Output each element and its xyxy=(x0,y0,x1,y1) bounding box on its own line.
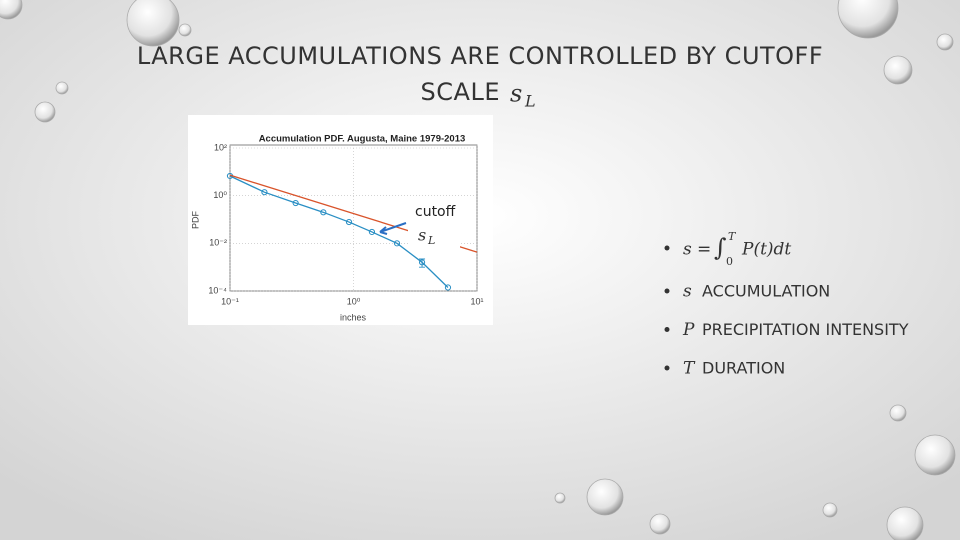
bullet-symbol: s xyxy=(683,282,692,302)
bullet-text: ACCUMULATION xyxy=(702,282,830,301)
title-line: SCALE xyxy=(421,78,500,106)
y-axis-label: PDF xyxy=(190,210,200,229)
formula-lhs: s xyxy=(683,240,692,260)
bullet xyxy=(664,288,670,294)
x-tick-label: 10⁻¹ xyxy=(221,296,239,306)
annotation-text: cutoff xyxy=(415,204,456,220)
data-point xyxy=(368,228,376,236)
data-point xyxy=(320,209,327,216)
y-tick-label: 10⁰ xyxy=(213,190,227,200)
data-point xyxy=(393,240,401,247)
bullet-text: PRECIPITATION INTENSITY xyxy=(702,320,909,339)
chart-title: Accumulation PDF. Augusta, Maine 1979-20… xyxy=(259,134,466,145)
formula-integral: ∫ xyxy=(714,234,727,262)
x-tick-label: 10¹ xyxy=(470,296,483,306)
annotation-arrow xyxy=(379,222,407,235)
x-axis-label: inches xyxy=(340,312,367,322)
y-tick-label: 10² xyxy=(214,142,227,152)
chart: Accumulation PDF. Augusta, Maine 1979-20… xyxy=(188,115,493,325)
bullet-list: s = ∫ T 0 P(t)dt xyxy=(664,230,791,268)
data-point xyxy=(261,189,268,196)
y-tick-label: 10⁻² xyxy=(209,238,227,248)
bullet xyxy=(664,245,670,251)
x-tick-label: 10⁰ xyxy=(347,296,361,306)
title-subscript: L xyxy=(524,92,536,111)
data-point xyxy=(345,218,353,226)
series-line xyxy=(229,175,449,288)
formula-op: = xyxy=(697,240,711,260)
annotation-box xyxy=(408,200,460,250)
bullet-text: DURATION xyxy=(702,359,785,378)
data-point xyxy=(292,199,299,207)
y-tick-label: 10⁻⁴ xyxy=(208,285,227,295)
error-bar xyxy=(419,258,426,268)
bullet-symbol: T xyxy=(683,359,696,379)
title-symbol: s xyxy=(510,80,522,108)
title-line: LARGE ACCUMULATIONS ARE CONTROLLED BY CU… xyxy=(137,42,823,70)
data-point xyxy=(444,284,452,291)
bullet xyxy=(664,365,670,371)
bullet-symbol: P xyxy=(682,320,695,340)
annotation-symbol: s xyxy=(418,226,426,245)
formula-lower: 0 xyxy=(726,255,733,268)
formula-upper: T xyxy=(728,230,737,243)
formula-body: P(t)dt xyxy=(741,240,791,260)
annotation-subscript: L xyxy=(427,234,435,247)
bullet xyxy=(664,327,670,332)
